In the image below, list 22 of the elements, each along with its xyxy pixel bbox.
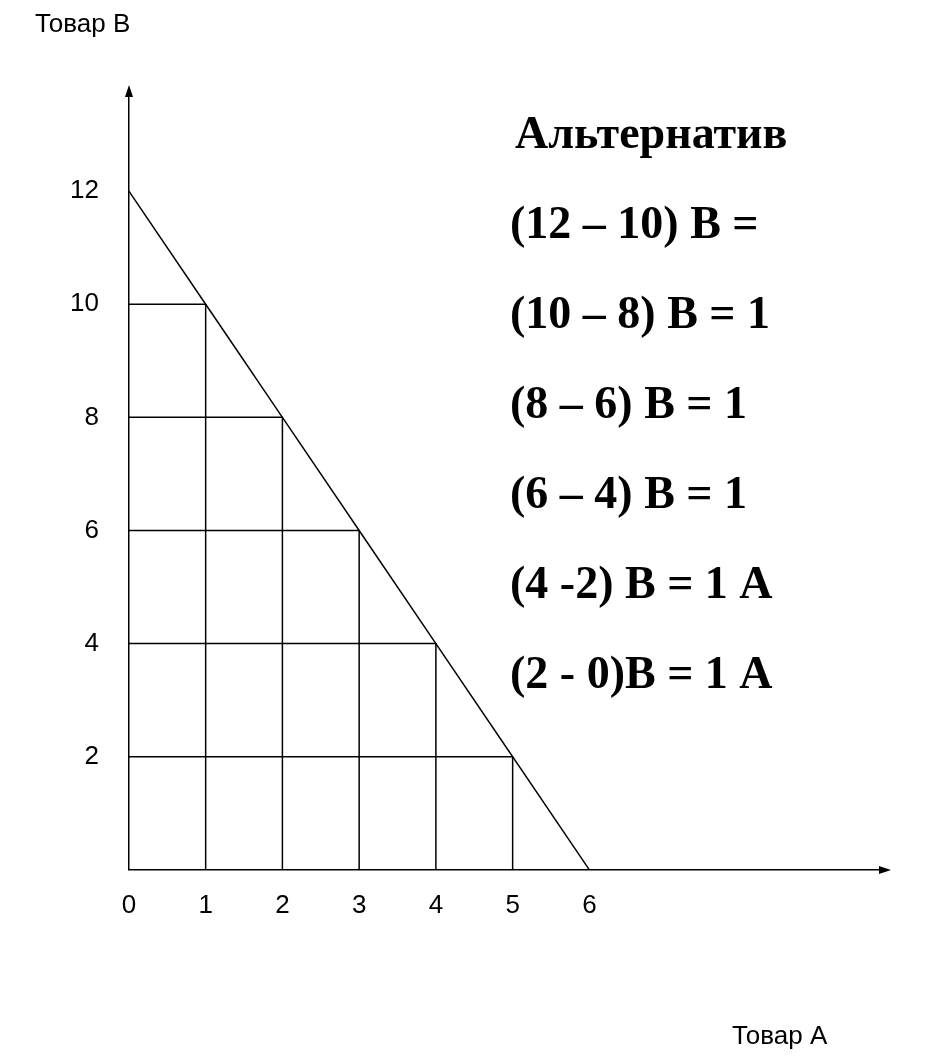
y-tick-label: 6 [84,513,99,544]
annotation: (8 – 6) В = 1 [510,376,749,430]
annotation: (4 -2) В = 1 А [510,556,774,610]
annotation: (12 – 10) В = [510,196,760,250]
x-tick-label: 6 [582,888,597,919]
y-tick-label: 8 [84,400,99,431]
y-axis-title: Товар В [35,8,131,39]
x-axis-title: Товар А [732,1020,828,1051]
x-tick-label: 4 [428,888,444,919]
annotation: Альтернатив [515,106,788,160]
y-tick-label: 4 [84,626,99,657]
y-tick-label: 10 [70,287,99,318]
annotation: (6 – 4) В = 1 [510,466,749,520]
annotation: (10 – 8) В = 1 [510,286,772,340]
x-tick-label: 0 [121,888,137,919]
y-tick-label: 2 [84,739,99,770]
y-tick-label: 12 [70,174,99,205]
x-tick-label: 1 [198,888,213,919]
x-tick-label: 2 [275,888,290,919]
x-tick-label: 5 [505,888,520,919]
x-tick-label: 3 [351,888,367,919]
annotation: (2 - 0)В = 1 А [510,646,774,700]
